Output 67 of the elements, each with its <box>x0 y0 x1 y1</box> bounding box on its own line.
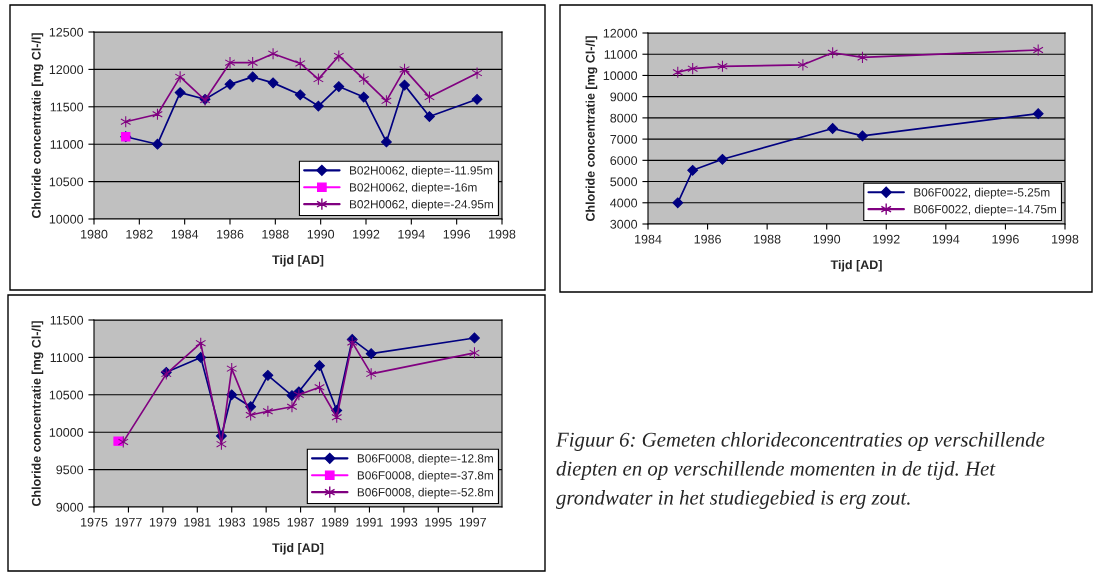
x-axis-title: Tijd [AD] <box>272 254 324 267</box>
text: Figuur 6: Gemeten chlorideconcentraties op verschillende diepten en op verschillende momenten in de tijd. Het grondwater in het studiegebied is erg zout. <box>555 432 1045 509</box>
x-tick-label: 1994 <box>932 234 960 244</box>
x-tick-label: 1977 <box>115 517 142 527</box>
x-tick-label: 1998 <box>1052 234 1079 244</box>
legend-label: B06F0008, diepte=-52.8m <box>357 487 493 499</box>
x-tick-label: 1997 <box>459 517 487 527</box>
y-axis-title: Chloride concentratie [mg Cl-/l] <box>585 36 598 222</box>
x-tick-label: 1992 <box>873 234 900 244</box>
y-tick-label: 12000 <box>49 65 84 75</box>
x-tick-label: 1985 <box>253 517 280 527</box>
y-tick-label: 4000 <box>610 198 638 208</box>
x-tick-label: 1990 <box>307 229 335 239</box>
x-tick-label: 1996 <box>443 229 471 239</box>
y-tick-label: 11500 <box>50 315 84 325</box>
x-axis-title: Tijd [AD] <box>830 259 882 272</box>
y-tick-label: 9500 <box>56 465 84 475</box>
x-axis-title: Tijd [AD] <box>272 542 324 555</box>
y-tick-label: 10500 <box>49 177 84 187</box>
legend-label: B06F0022, diepte=-14.75m <box>914 204 1056 216</box>
x-tick-label: 1992 <box>353 229 380 239</box>
legend-label: B02H0062, diepte=-24.95m <box>349 199 493 211</box>
y-axis-title: Chloride concentratie [mg Cl-/l] <box>31 33 44 219</box>
x-tick-label: 1981 <box>184 517 211 527</box>
x-tick-label: 1983 <box>218 517 246 527</box>
x-tick-label: 1980 <box>81 229 108 239</box>
x-tick-label: 1988 <box>262 229 289 239</box>
x-tick-label: 1986 <box>694 234 721 244</box>
x-tick-label: 1984 <box>635 234 662 244</box>
y-tick-label: 9000 <box>610 92 638 102</box>
y-tick-label: 10000 <box>49 214 84 224</box>
y-tick-label: 10500 <box>49 390 84 400</box>
y-tick-label: 11000 <box>50 140 84 149</box>
x-tick-label: 1989 <box>322 517 349 527</box>
y-tick-label: 11000 <box>50 353 84 363</box>
x-tick-label: 1986 <box>217 229 244 239</box>
x-tick-label: 1994 <box>398 229 425 239</box>
y-tick-label: 12500 <box>49 27 84 37</box>
y-tick-label: 5000 <box>610 177 638 187</box>
y-tick-label: 10000 <box>603 71 638 81</box>
x-tick-label: 1979 <box>149 517 177 527</box>
y-tick-label: 7000 <box>610 134 638 144</box>
x-tick-label: 1998 <box>489 229 516 239</box>
y-tick-label: 11500 <box>50 102 84 112</box>
x-tick-label: 1991 <box>356 517 383 527</box>
legend-label: B06F0022, diepte=-5.25m <box>914 187 1050 199</box>
y-tick-label: 3000 <box>610 219 638 229</box>
x-tick-label: 1987 <box>287 517 314 527</box>
x-tick-label: 1995 <box>425 517 452 527</box>
y-tick-label: 10000 <box>49 428 84 437</box>
x-tick-label: 1988 <box>754 234 781 244</box>
x-tick-label: 1993 <box>390 517 418 527</box>
y-tick-label: 9000 <box>56 502 84 512</box>
legend-label: B02H0062, diepte=-11.95m <box>349 165 493 177</box>
y-axis-title: Chloride concentratie [mg Cl-/l] <box>31 321 44 507</box>
y-tick-label: 6000 <box>610 156 638 165</box>
x-tick-label: 1982 <box>126 229 153 239</box>
legend-label: B02H0062, diepte=-16m <box>349 182 477 194</box>
legend-label: B06F0008, diepte=-37.8m <box>357 470 493 482</box>
y-tick-label: 11000 <box>604 50 638 59</box>
y-tick-label: 12000 <box>603 28 638 38</box>
x-tick-label: 1984 <box>171 229 199 239</box>
x-tick-label: 1996 <box>992 234 1019 244</box>
x-tick-label: 1990 <box>813 234 841 244</box>
x-tick-label: 1975 <box>81 517 108 527</box>
legend-label: B06F0008, diepte=-12.8m <box>357 453 493 465</box>
y-tick-label: 8000 <box>610 113 638 123</box>
